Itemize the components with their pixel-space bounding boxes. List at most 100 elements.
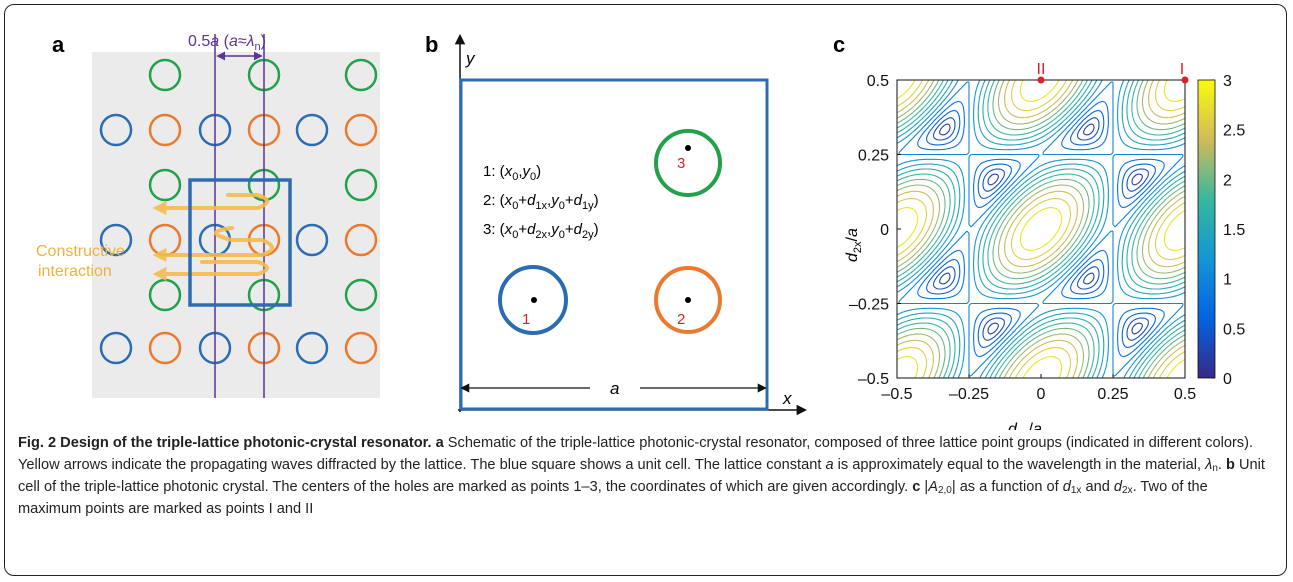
text: 0.5	[188, 33, 210, 50]
point-label: 2	[677, 311, 685, 328]
contours	[897, 80, 1185, 378]
text: .	[1217, 457, 1226, 473]
marker-label: I	[1180, 61, 1184, 78]
lattice-hole	[148, 331, 182, 365]
text: /	[1029, 421, 1034, 430]
coordinates: 1: (x0,y0)2: (x0+d1x,y0+d1y)3: (x0+d2x,y…	[483, 163, 599, 241]
lattice-hole	[148, 58, 182, 92]
coordinate-part: )	[594, 221, 599, 238]
text: | as a function of	[951, 479, 1063, 495]
contour-line	[897, 80, 1185, 378]
coordinate-part: )	[536, 163, 541, 180]
x-axis-label: d1x/a	[1008, 421, 1042, 430]
text: 2x	[852, 241, 864, 253]
contour-line	[897, 80, 1185, 378]
text: d	[1062, 479, 1071, 495]
contour-line	[897, 80, 1185, 378]
hole	[654, 266, 722, 334]
colorbar-label: 3	[1223, 73, 1232, 90]
text: n	[255, 41, 261, 53]
figure-frame	[4, 4, 1287, 576]
y-tick-label: –0.25	[849, 297, 889, 314]
colorbar-label: 1.5	[1223, 222, 1245, 239]
text: d	[1113, 479, 1123, 495]
coordinate-part: 1x	[535, 200, 547, 212]
text: Unit cell of the triple-lattice photonic…	[18, 457, 1265, 495]
coordinate-part: +	[565, 221, 574, 238]
colorbar-label: 1	[1223, 272, 1232, 289]
text: n	[1212, 463, 1218, 474]
coordinate-part: +	[565, 192, 574, 209]
text: Schematic of the triple-lattice photonic…	[18, 435, 1254, 473]
contour-line	[932, 117, 1150, 341]
lattice	[99, 58, 378, 365]
coordinate-part: d	[574, 192, 583, 209]
text: d	[844, 252, 861, 262]
lattice-hole	[99, 331, 133, 365]
y-tick-label: 0	[880, 222, 889, 239]
contour-line	[897, 80, 1185, 378]
lattice-hole	[99, 223, 133, 257]
length-label: a	[610, 379, 619, 398]
lattice-hole	[344, 58, 378, 92]
coordinate-label: 1: (x0,y0)	[483, 163, 541, 183]
center	[685, 297, 691, 303]
text: a	[431, 435, 444, 451]
text: a	[210, 33, 219, 50]
text: 2x	[1122, 485, 1133, 496]
hole	[654, 129, 722, 197]
annotation: Constructive	[36, 243, 125, 260]
contour-line	[897, 80, 1185, 378]
center	[685, 145, 691, 151]
coordinate-part: +	[518, 221, 527, 238]
lattice-hole	[295, 223, 329, 257]
coordinate-part: 2x	[535, 229, 547, 241]
panel-label: a	[52, 32, 65, 57]
text: a	[229, 33, 238, 50]
colorbar	[1197, 79, 1216, 379]
coordinate-part: x	[504, 192, 513, 209]
coordinate-part: 3: (	[483, 221, 505, 238]
text: 1x	[1070, 485, 1082, 496]
lattice-hole	[99, 113, 133, 147]
coordinate-part: 0	[530, 171, 536, 183]
text: d	[1008, 421, 1018, 430]
lattice-hole	[148, 113, 182, 147]
coordinate-part: 0	[512, 171, 518, 183]
coordinate-part: 2y	[582, 229, 594, 241]
part	[152, 226, 274, 262]
text: 2,0	[937, 485, 952, 496]
spacing-label: 0.5a (a≈λn)	[188, 33, 266, 53]
lattice-hole	[344, 278, 378, 312]
lattice-hole	[148, 168, 182, 202]
x-tick-label: 0.5	[1174, 386, 1196, 403]
contour-line	[917, 100, 1165, 358]
text: (	[219, 33, 229, 50]
axis-label: y	[465, 49, 476, 68]
y-axis-label: d2x/a	[844, 228, 864, 262]
y-tick-label: 0.5	[867, 73, 889, 90]
text: 1x	[1017, 429, 1029, 430]
coordinate-part: x	[504, 221, 513, 238]
text: . Two of the maximum points are marked a…	[18, 479, 1208, 517]
text: λ	[1205, 457, 1213, 473]
lattice-hole	[344, 168, 378, 202]
coordinate-part: 0	[559, 200, 565, 212]
coordinate-part: d	[574, 221, 583, 238]
coordinate-label: 2: (x0+d1x,y0+d1y)	[483, 192, 599, 212]
marker	[1037, 76, 1045, 84]
unit-cell	[188, 178, 292, 307]
figure: a 0.5a (a≈λn) Constructive interaction b…	[36, 32, 1245, 430]
text: a	[1033, 421, 1042, 430]
wave-arrows	[152, 193, 274, 281]
coordinate-part: )	[594, 192, 599, 209]
text: b	[1225, 457, 1235, 473]
x-tick-label: 0.25	[1097, 386, 1128, 403]
panel-label: b	[425, 32, 438, 57]
background	[92, 52, 380, 398]
coordinate-part: ,	[547, 221, 551, 238]
colorbar-label: 2	[1223, 172, 1232, 189]
hole	[498, 265, 568, 335]
y-tick-label: 0.25	[858, 148, 889, 165]
